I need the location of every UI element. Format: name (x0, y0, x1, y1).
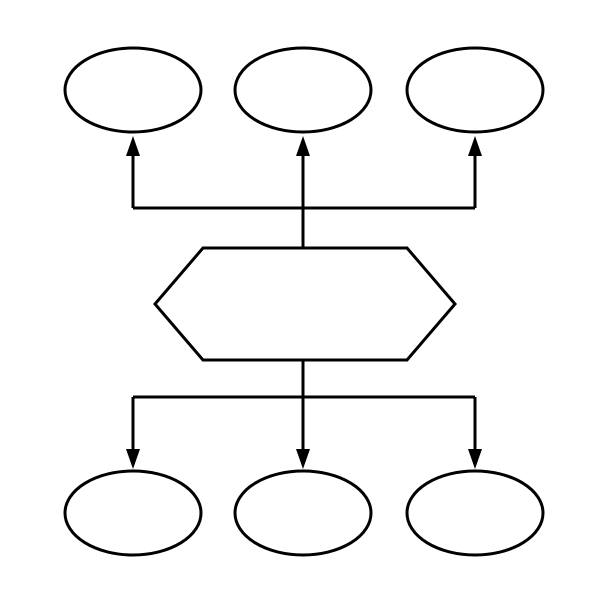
bottom-arrow-1-head (296, 449, 310, 469)
bottom-arrow-2-head (468, 449, 482, 469)
node-bottom-left (65, 471, 201, 555)
top-arrow-2-head (468, 136, 482, 156)
top-arrow-1-head (296, 136, 310, 156)
node-top-right (407, 48, 543, 132)
bottom-arrow-0-head (126, 449, 140, 469)
flowchart-diagram (0, 0, 600, 600)
node-bottom-right (407, 471, 543, 555)
top-arrow-0-head (126, 136, 140, 156)
node-top-left (65, 48, 201, 132)
node-bottom-center (235, 471, 371, 555)
node-center (155, 248, 455, 360)
node-top-center (235, 48, 371, 132)
